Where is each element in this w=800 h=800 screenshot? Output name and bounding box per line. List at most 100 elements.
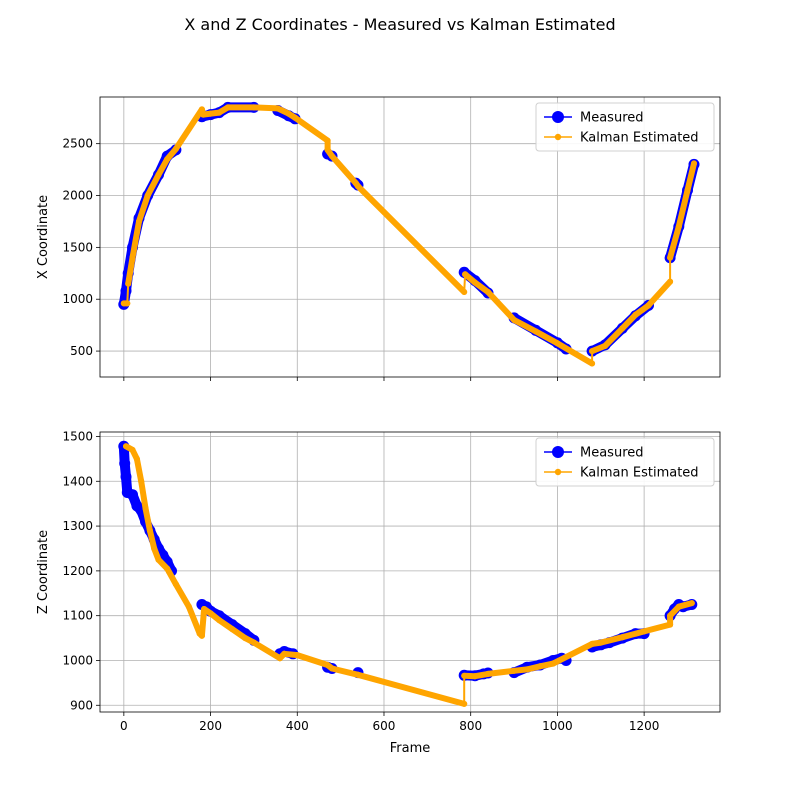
chart1-legend-box [535, 102, 715, 152]
chart2-kalman-point-20 [281, 650, 288, 657]
chart2-kalman-point-24 [355, 671, 361, 678]
chart2-x-tick-label-6: 1200 [629, 719, 660, 733]
chart1-legend-kalman-label: Kalman Estimated [580, 131, 699, 146]
chart2-kalman-point-29 [511, 667, 518, 674]
chart2-kalman-point-14 [207, 610, 214, 617]
chart2-kalman-point-18 [250, 639, 257, 646]
chart2-y-tick-label-0: 900 [70, 698, 93, 712]
chart2-kalman-point-34 [597, 639, 604, 646]
chart2-kalman-band-32 [550, 640, 596, 667]
chart2-kalman-point-4 [142, 505, 149, 512]
chart2-kalman-band-36 [641, 621, 674, 635]
chart1-legend: Measured Kalman Estimated [535, 102, 715, 152]
chart1-kalman-point-31 [589, 348, 596, 355]
chart1-kalman-point-8 [172, 145, 179, 152]
chart2-kalman-point-21 [294, 652, 301, 659]
chart1-kalman-point-14 [250, 104, 257, 111]
chart1-kalman-band-35 [645, 278, 674, 309]
chart1-kalman-band-3 [129, 218, 142, 261]
chart2-kalman-point-31 [537, 663, 544, 670]
chart2-legend: Measured Kalman Estimated [535, 437, 715, 487]
chart2-kalman-band-34 [597, 634, 626, 646]
chart1-kalman-band-17 [292, 114, 331, 144]
chart2-kalman-point-17 [242, 635, 249, 642]
chart2-kalman-point-37 [667, 621, 674, 628]
chart2-x-tick-label-0: 0 [120, 719, 128, 733]
chart2-kalman-point-30 [524, 666, 531, 673]
chart1-kalman-point-29 [554, 340, 561, 347]
chart1-kalman-band-29 [554, 340, 596, 367]
chart1-kalman-band-28 [532, 328, 561, 347]
chart1-kalman-point-3 [129, 254, 136, 261]
chart2-kalman-point-15 [216, 617, 223, 624]
chart2-y-tick-label-5: 1400 [62, 474, 93, 488]
chart2-kalman-point-19 [276, 655, 283, 662]
chart2-kalman-point-6 [151, 545, 158, 552]
chart2-y-tick-label-4: 1300 [62, 519, 93, 533]
chart1-kalman-point-13 [224, 104, 231, 111]
chart2-measured-point-0-4 [127, 489, 138, 501]
chart1-kalman-band-20 [329, 153, 359, 187]
chart2-kalman-band-10 [185, 603, 203, 637]
chart2-kalman-point-38 [667, 612, 674, 619]
chart1-series-kalman [120, 104, 697, 367]
chart2-kalman-band-35 [619, 628, 648, 641]
chart2-kalman-band-21 [294, 652, 331, 668]
chart2-kalman-point-3 [138, 478, 145, 485]
chart1-kalman-point-22 [355, 183, 361, 190]
chart2-kalman-point-10 [185, 603, 192, 610]
chart2-kalman-point-7 [155, 556, 162, 563]
chart1-kalman-point-17 [292, 114, 299, 121]
chart2-kalman-point-36 [641, 628, 648, 635]
chart2-kalman-point-35 [619, 634, 626, 641]
chart1-legend-measured-label: Measured [580, 111, 644, 126]
chart1-kalman-point-10 [200, 111, 207, 118]
chart2-kalman-point-28 [485, 670, 491, 677]
chart2-kalman-band-24 [355, 671, 468, 707]
chart1-kalman-point-6 [155, 171, 162, 178]
chart2-x-tick-label-5: 1000 [542, 719, 573, 733]
chart1-kalman-point-37 [667, 254, 674, 261]
chart1-kalman-band-8 [172, 106, 205, 152]
chart2-kalman-band-28 [485, 667, 518, 677]
chart2-kalman-point-39 [675, 603, 682, 610]
chart2-kalman-point-16 [229, 626, 236, 633]
chart1-y-tick-label-1: 1000 [62, 292, 93, 306]
chart2-y-tick-label-2: 1100 [62, 609, 93, 623]
chart2-kalman-point-12 [198, 632, 205, 639]
chart1-kalman-point-24 [462, 271, 469, 278]
chart1-kalman-point-1 [124, 300, 131, 307]
chart1-kalman-band-33 [619, 311, 639, 332]
chart2-kalman-point-8 [164, 565, 171, 572]
chart1-kalman-band-39 [684, 160, 697, 194]
chart2-measured-point-0-2 [120, 471, 132, 483]
chart1-kalman-point-16 [285, 110, 292, 117]
chart1-kalman-point-7 [164, 156, 171, 163]
chart2-x-tick-label-2: 400 [286, 719, 309, 733]
chart2-x-tick-label-3: 600 [373, 719, 396, 733]
chart2-kalman-band-4 [142, 505, 153, 534]
chart1-measured-point-0-1 [120, 285, 132, 297]
chart1-series-layer [118, 101, 700, 367]
chart1-kalman-point-25 [472, 279, 478, 286]
chart1-kalman-band-14 [250, 104, 281, 112]
chart1-legend-kalman-marker [554, 133, 562, 141]
chart1-kalman-point-15 [274, 105, 281, 112]
chart2-kalman-point-26 [461, 672, 468, 679]
chart2-legend-measured-marker [552, 446, 564, 458]
chart2-kalman-point-9 [172, 581, 179, 588]
chart2-x-tick-label-1: 200 [199, 719, 222, 733]
chart2-legend-kalman-marker [554, 468, 562, 476]
chart1-kalman-point-36 [667, 278, 674, 285]
chart2-kalman-band-23 [329, 665, 361, 678]
chart2-y-tick-label-6: 1500 [62, 429, 93, 443]
chart2-kalman-point-13 [201, 606, 208, 612]
chart1-kalman-point-40 [691, 160, 697, 167]
chart2-y-axis-label: Z Coordinate [36, 530, 51, 614]
chart1-kalman-point-5 [144, 192, 151, 199]
chart1-y-axis-label: X Coordinate [36, 195, 51, 279]
chart1-kalman-band-2 [125, 254, 136, 287]
chart2-frame [99, 431, 721, 713]
